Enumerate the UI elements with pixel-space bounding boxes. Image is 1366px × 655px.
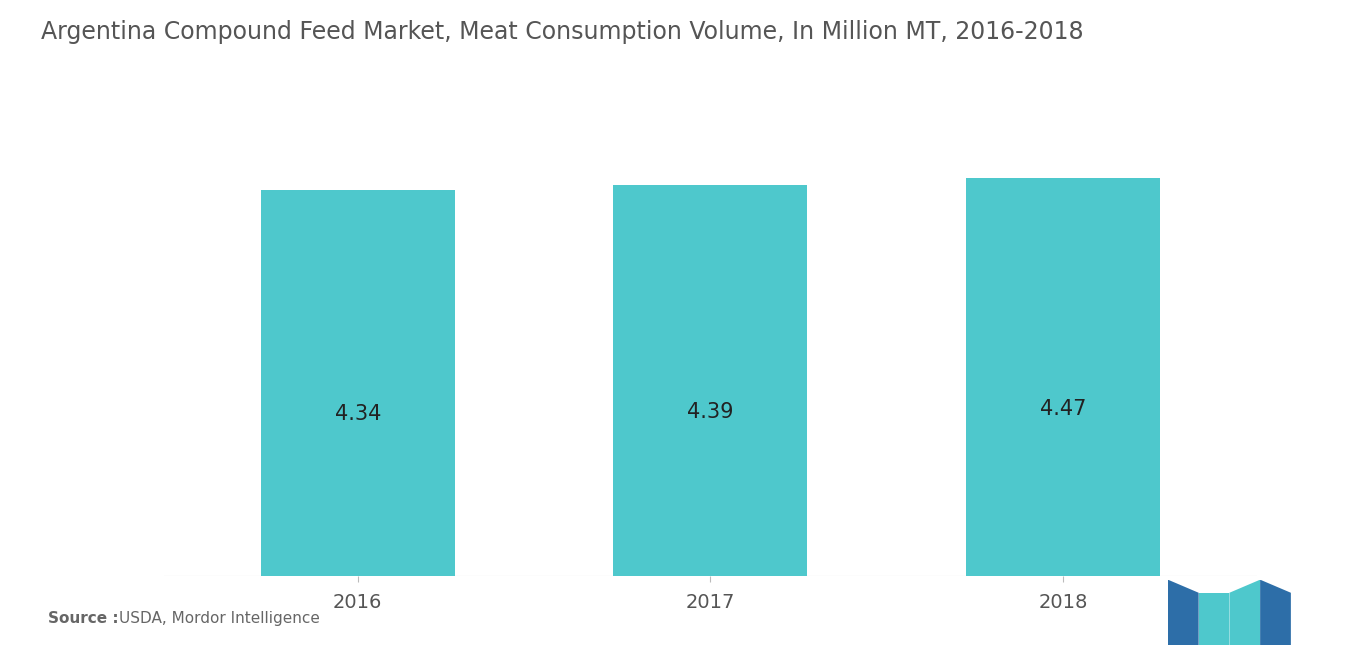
Bar (613, 185, 807, 576)
Polygon shape (1168, 580, 1199, 645)
Polygon shape (1199, 593, 1229, 645)
Text: 4.34: 4.34 (335, 404, 381, 424)
Text: Source :: Source : (48, 610, 119, 626)
Polygon shape (1229, 580, 1259, 645)
Text: 4.47: 4.47 (1040, 399, 1086, 419)
Text: Argentina Compound Feed Market, Meat Consumption Volume, In Million MT, 2016-201: Argentina Compound Feed Market, Meat Con… (41, 20, 1083, 44)
Bar (261, 190, 455, 576)
Bar (966, 178, 1160, 576)
Polygon shape (1259, 580, 1291, 645)
Text: USDA, Mordor Intelligence: USDA, Mordor Intelligence (119, 610, 320, 626)
Text: 4.39: 4.39 (687, 402, 734, 422)
